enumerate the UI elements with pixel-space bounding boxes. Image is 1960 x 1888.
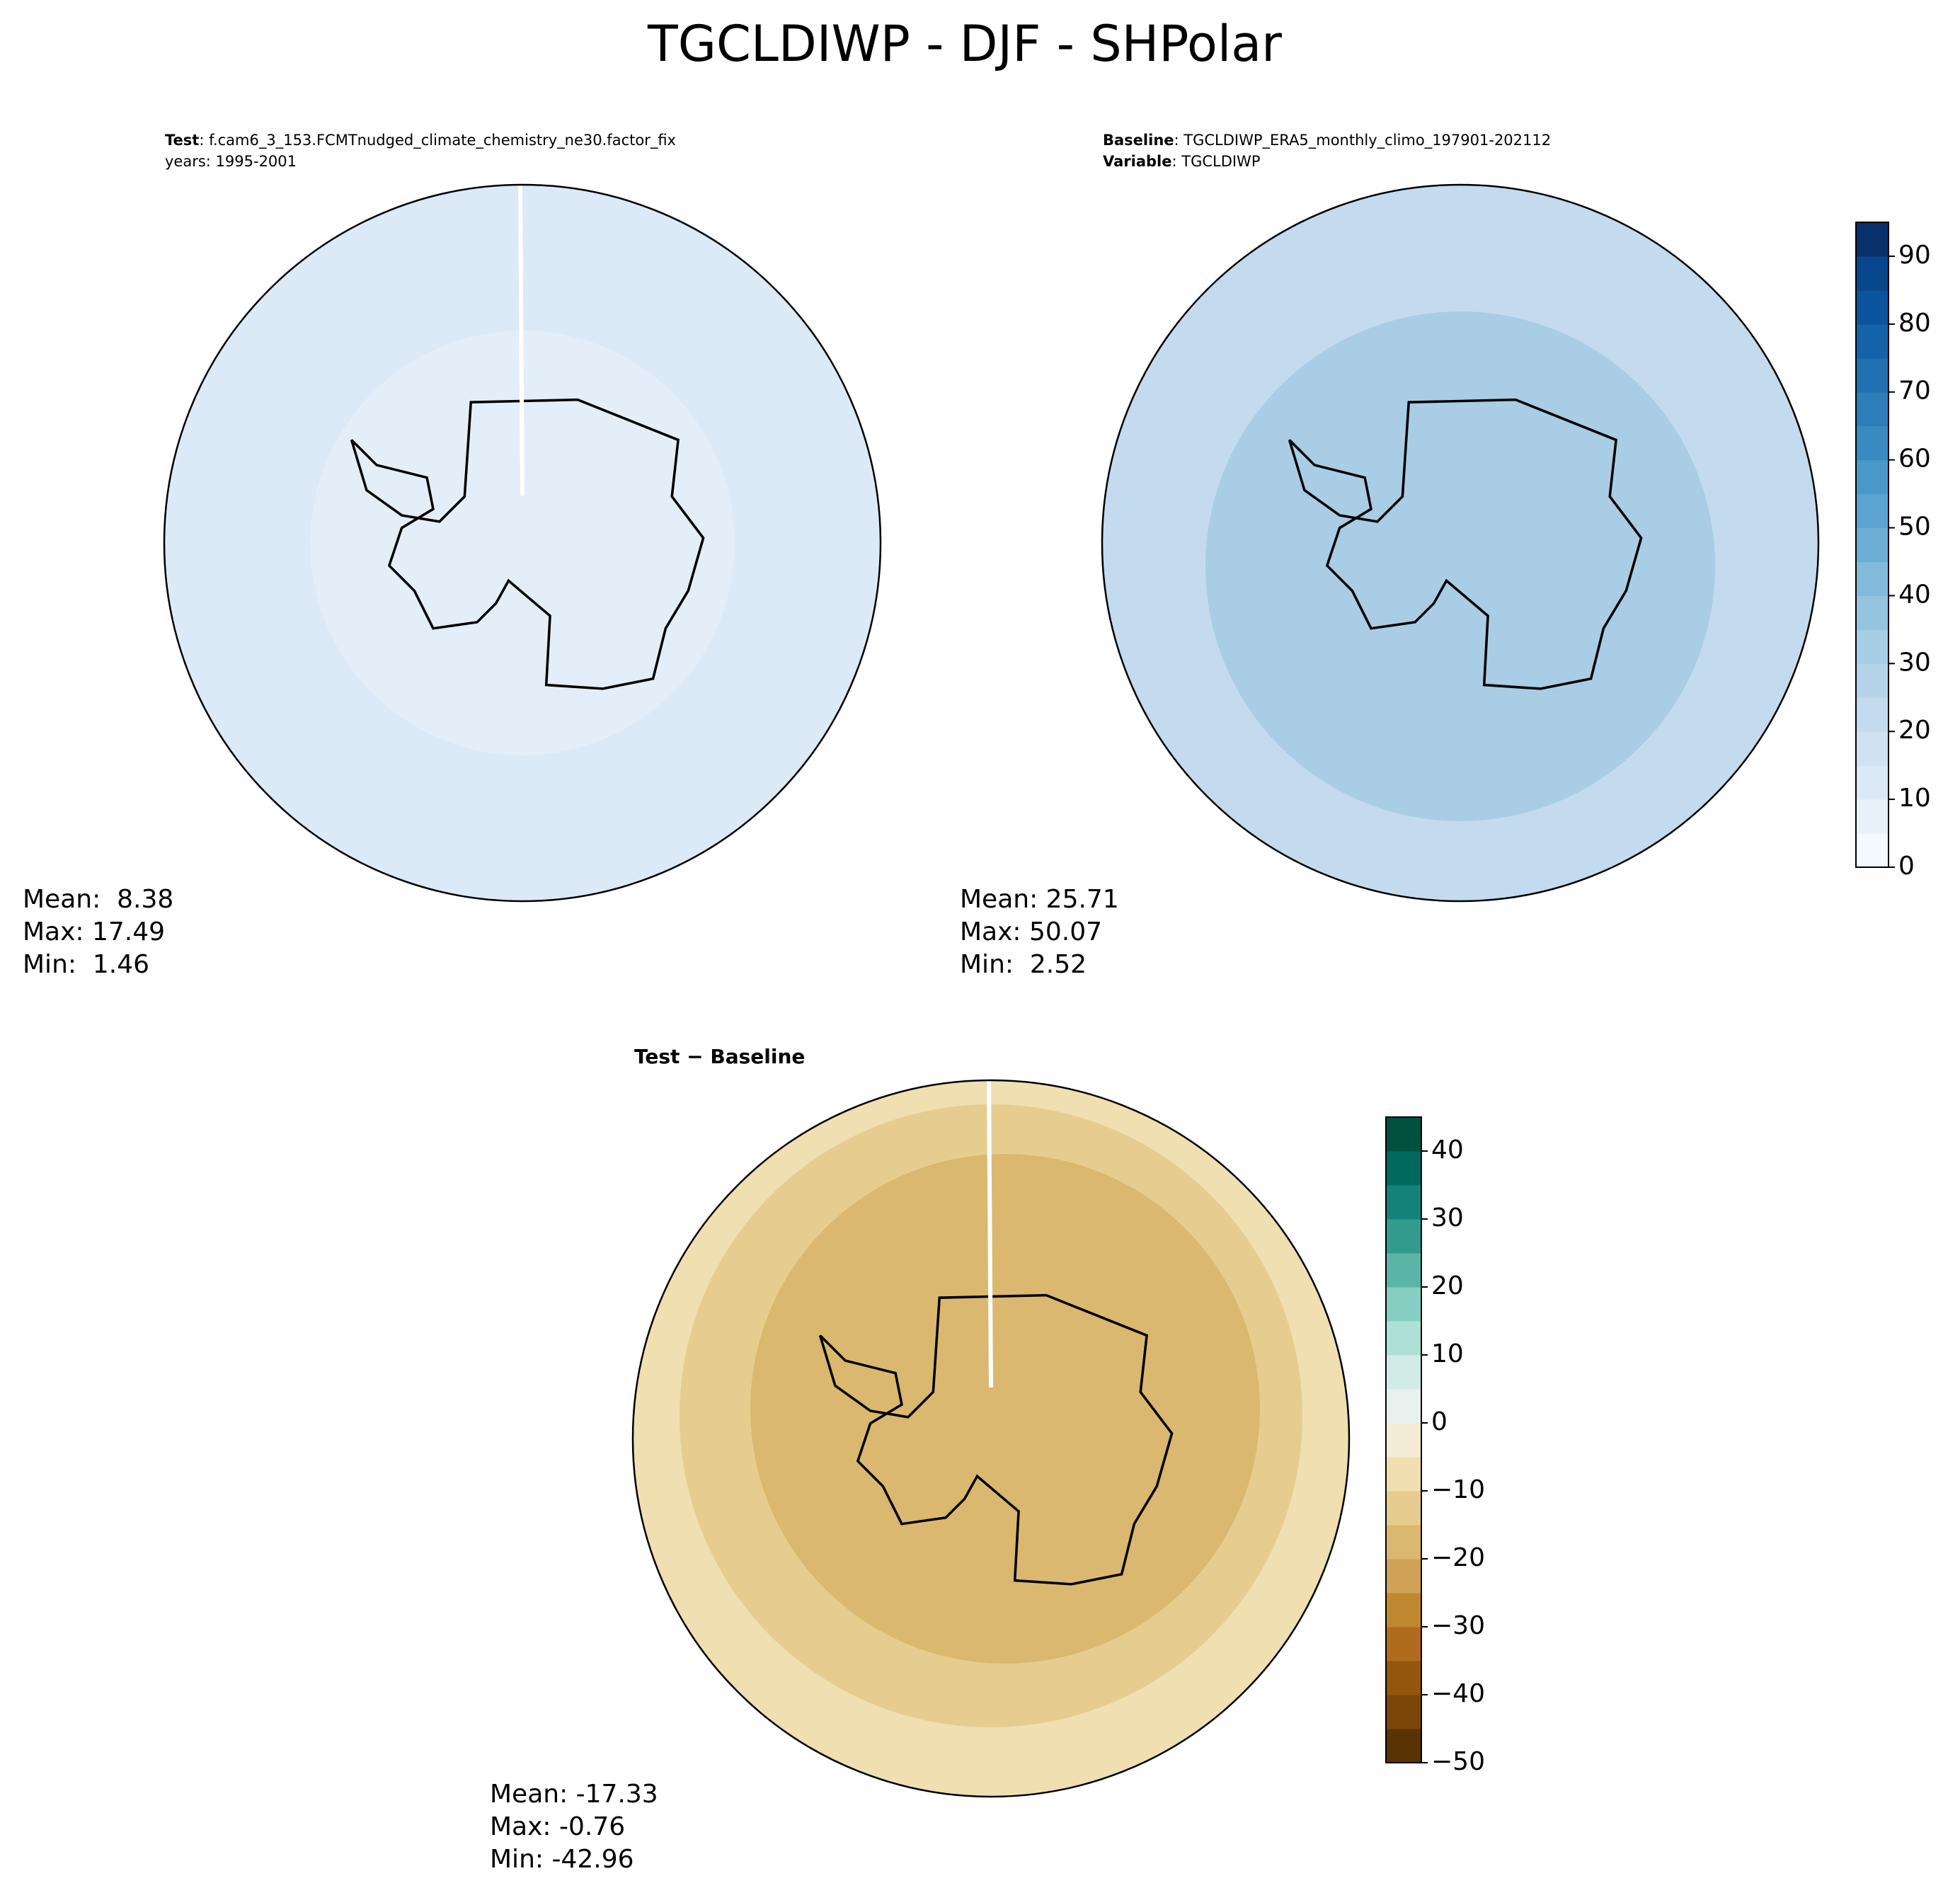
stat-line: Mean: -17.33 [490, 1780, 658, 1809]
colorbar-segment [1856, 561, 1889, 596]
colorbar-tick-label: 0 [1898, 852, 1915, 881]
colorbar-segment [1856, 459, 1889, 495]
stat-line: Min: 2.52 [960, 950, 1087, 979]
colorbar-segment [1856, 222, 1889, 257]
colorbar-tick-label: −50 [1431, 1747, 1485, 1776]
colorbar-tick-label: 20 [1898, 716, 1931, 745]
colorbar-tick-label: −10 [1431, 1475, 1485, 1504]
colorbar-segment [1386, 1151, 1421, 1186]
colorbar-tick-label: 40 [1898, 580, 1931, 609]
diff-header: Test − Baseline [634, 1045, 805, 1068]
colorbar-tick-label: 30 [1431, 1203, 1464, 1232]
baseline-header: Baseline: TGCLDIWP_ERA5_monthly_climo_19… [1103, 132, 1551, 149]
colorbar-segment [1856, 527, 1889, 562]
colorbar-segment [1856, 493, 1889, 529]
colorbar-segment [1386, 1423, 1421, 1458]
colorbar-segment [1386, 1559, 1421, 1594]
test-years: years: 1995-2001 [165, 153, 297, 170]
baseline-variable: Variable: TGCLDIWP [1103, 153, 1261, 170]
colorbar-segment [1856, 833, 1889, 868]
test-header: Test: f.cam6_3_153.FCMTnudged_climate_ch… [165, 132, 676, 149]
stat-line: Max: 17.49 [23, 917, 165, 946]
stat-line: Min: -42.96 [490, 1845, 634, 1874]
colorbar-segment [1386, 1457, 1421, 1492]
map-field [1205, 311, 1715, 821]
colorbar-tick-label: 0 [1431, 1407, 1448, 1436]
colorbar-segment [1386, 1729, 1421, 1763]
colorbar-segment [1386, 1253, 1421, 1288]
colorbar-segment [1386, 1593, 1421, 1627]
colorbar-segment [1856, 290, 1889, 325]
colorbar-segment [1856, 391, 1889, 427]
colorbar-segment [1386, 1321, 1421, 1356]
map-border [631, 1079, 1351, 1798]
test-case: : f.cam6_3_153.FCMTnudged_climate_chemis… [199, 132, 676, 149]
stat-line: Max: -0.76 [490, 1812, 625, 1841]
colorbar-tick-label: 50 [1898, 513, 1931, 542]
colorbar-tick-label: 10 [1898, 784, 1931, 813]
colorbar-segment [1856, 324, 1889, 359]
colorbar-tick-label: −20 [1431, 1543, 1485, 1572]
colorbar-segment [1386, 1287, 1421, 1322]
colorbar-segment [1856, 425, 1889, 461]
colorbar-segment [1386, 1525, 1421, 1560]
colorbar-segment [1856, 256, 1889, 291]
colorbar-segment [1856, 357, 1889, 393]
colorbar-segment [1386, 1389, 1421, 1424]
test-map [163, 183, 882, 903]
seam [518, 184, 525, 496]
baseline-label: Baseline [1103, 132, 1174, 149]
stat-line: Mean: 8.38 [23, 885, 173, 914]
colorbar-tick-label: 70 [1898, 377, 1931, 406]
colorbar-segment [1856, 697, 1889, 732]
colorbar-tick-label: −30 [1431, 1611, 1485, 1640]
variable-label: Variable [1103, 153, 1171, 170]
colorbar-segment [1856, 629, 1889, 664]
diff-map [631, 1079, 1351, 1798]
colorbar-segment [1386, 1219, 1421, 1254]
colorbar-segment [1856, 663, 1889, 698]
colorbar-frame [1855, 222, 1889, 868]
colorbar-tick-label: 60 [1898, 445, 1931, 474]
colorbar-tick-label: 10 [1431, 1339, 1464, 1368]
colorbar-segment [1856, 765, 1889, 800]
stat-line: Mean: 25.71 [960, 885, 1119, 914]
test-label: Test [165, 132, 199, 149]
map-border [1101, 183, 1820, 903]
map-border [163, 183, 882, 903]
stat-line: Max: 50.07 [960, 917, 1102, 946]
baseline-case: : TGCLDIWP_ERA5_monthly_climo_197901-202… [1174, 132, 1552, 149]
colorbar-segment [1386, 1185, 1421, 1220]
map-field [750, 1154, 1260, 1664]
map-field [310, 331, 735, 755]
colorbar-tick-label: 20 [1431, 1271, 1464, 1300]
colorbar-tick-label: 90 [1898, 241, 1931, 270]
variable-text: : TGCLDIWP [1171, 153, 1260, 170]
colorbar-segment [1386, 1627, 1421, 1661]
colorbar-tick-label: 40 [1431, 1135, 1464, 1165]
stat-line: Min: 1.46 [23, 950, 149, 979]
colorbar-segment [1856, 595, 1889, 630]
colorbar-segment [1386, 1491, 1421, 1526]
seam [987, 1080, 993, 1388]
colorbar-segment [1386, 1661, 1421, 1695]
colorbar-segment [1856, 799, 1889, 834]
figure-title: TGCLDIWP - DJF - SHPolar [647, 15, 1282, 73]
colorbar-segment [1386, 1117, 1421, 1152]
colorbar-segment [1386, 1355, 1421, 1390]
colorbar-tick-label: 30 [1898, 648, 1931, 677]
baseline-map [1101, 183, 1820, 903]
colorbar-frame [1385, 1116, 1422, 1763]
colorbar-segment [1386, 1695, 1421, 1729]
colorbar-tick-label: 80 [1898, 309, 1931, 338]
colorbar-segment [1856, 731, 1889, 766]
colorbar-tick-label: −40 [1431, 1679, 1485, 1708]
